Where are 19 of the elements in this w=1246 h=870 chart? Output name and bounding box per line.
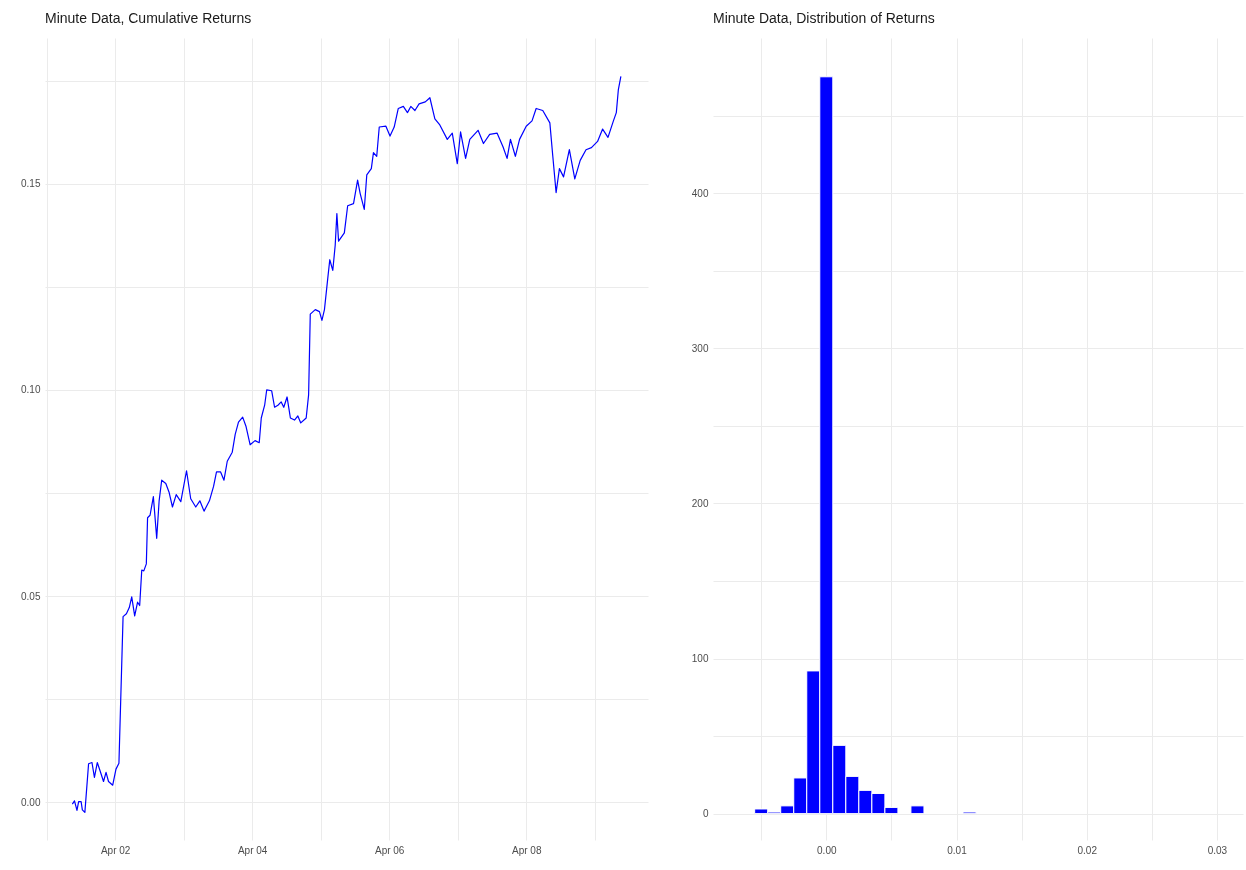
chart-title: Minute Data, Distribution of Returns: [713, 10, 935, 26]
x-tick-label: Apr 02: [100, 844, 131, 856]
y-tick-label: 400: [691, 187, 709, 199]
y-tick-label: 300: [691, 342, 709, 354]
x-tick-label: 0.00: [817, 844, 837, 856]
y-tick-label: 200: [691, 497, 709, 509]
y-tick-label: 100: [691, 653, 709, 664]
chart-title: Minute Data, Cumulative Returns: [45, 10, 252, 26]
y-tick-label: 0.00: [21, 796, 41, 808]
x-tick-label: 0.02: [1077, 844, 1098, 856]
x-tick-label: Apr 08: [511, 844, 542, 856]
x-tick-label: Apr 04: [237, 844, 268, 856]
y-tick-label: 0.15: [21, 178, 41, 190]
y-tick-label: 0.10: [21, 384, 41, 396]
x-tick-label: 0.03: [1207, 844, 1228, 856]
x-tick-label: Apr 06: [374, 844, 405, 856]
x-tick-label: 0.01: [947, 844, 968, 856]
y-tick-label: 0: [702, 808, 709, 820]
y-tick-label: 0.05: [21, 590, 41, 602]
